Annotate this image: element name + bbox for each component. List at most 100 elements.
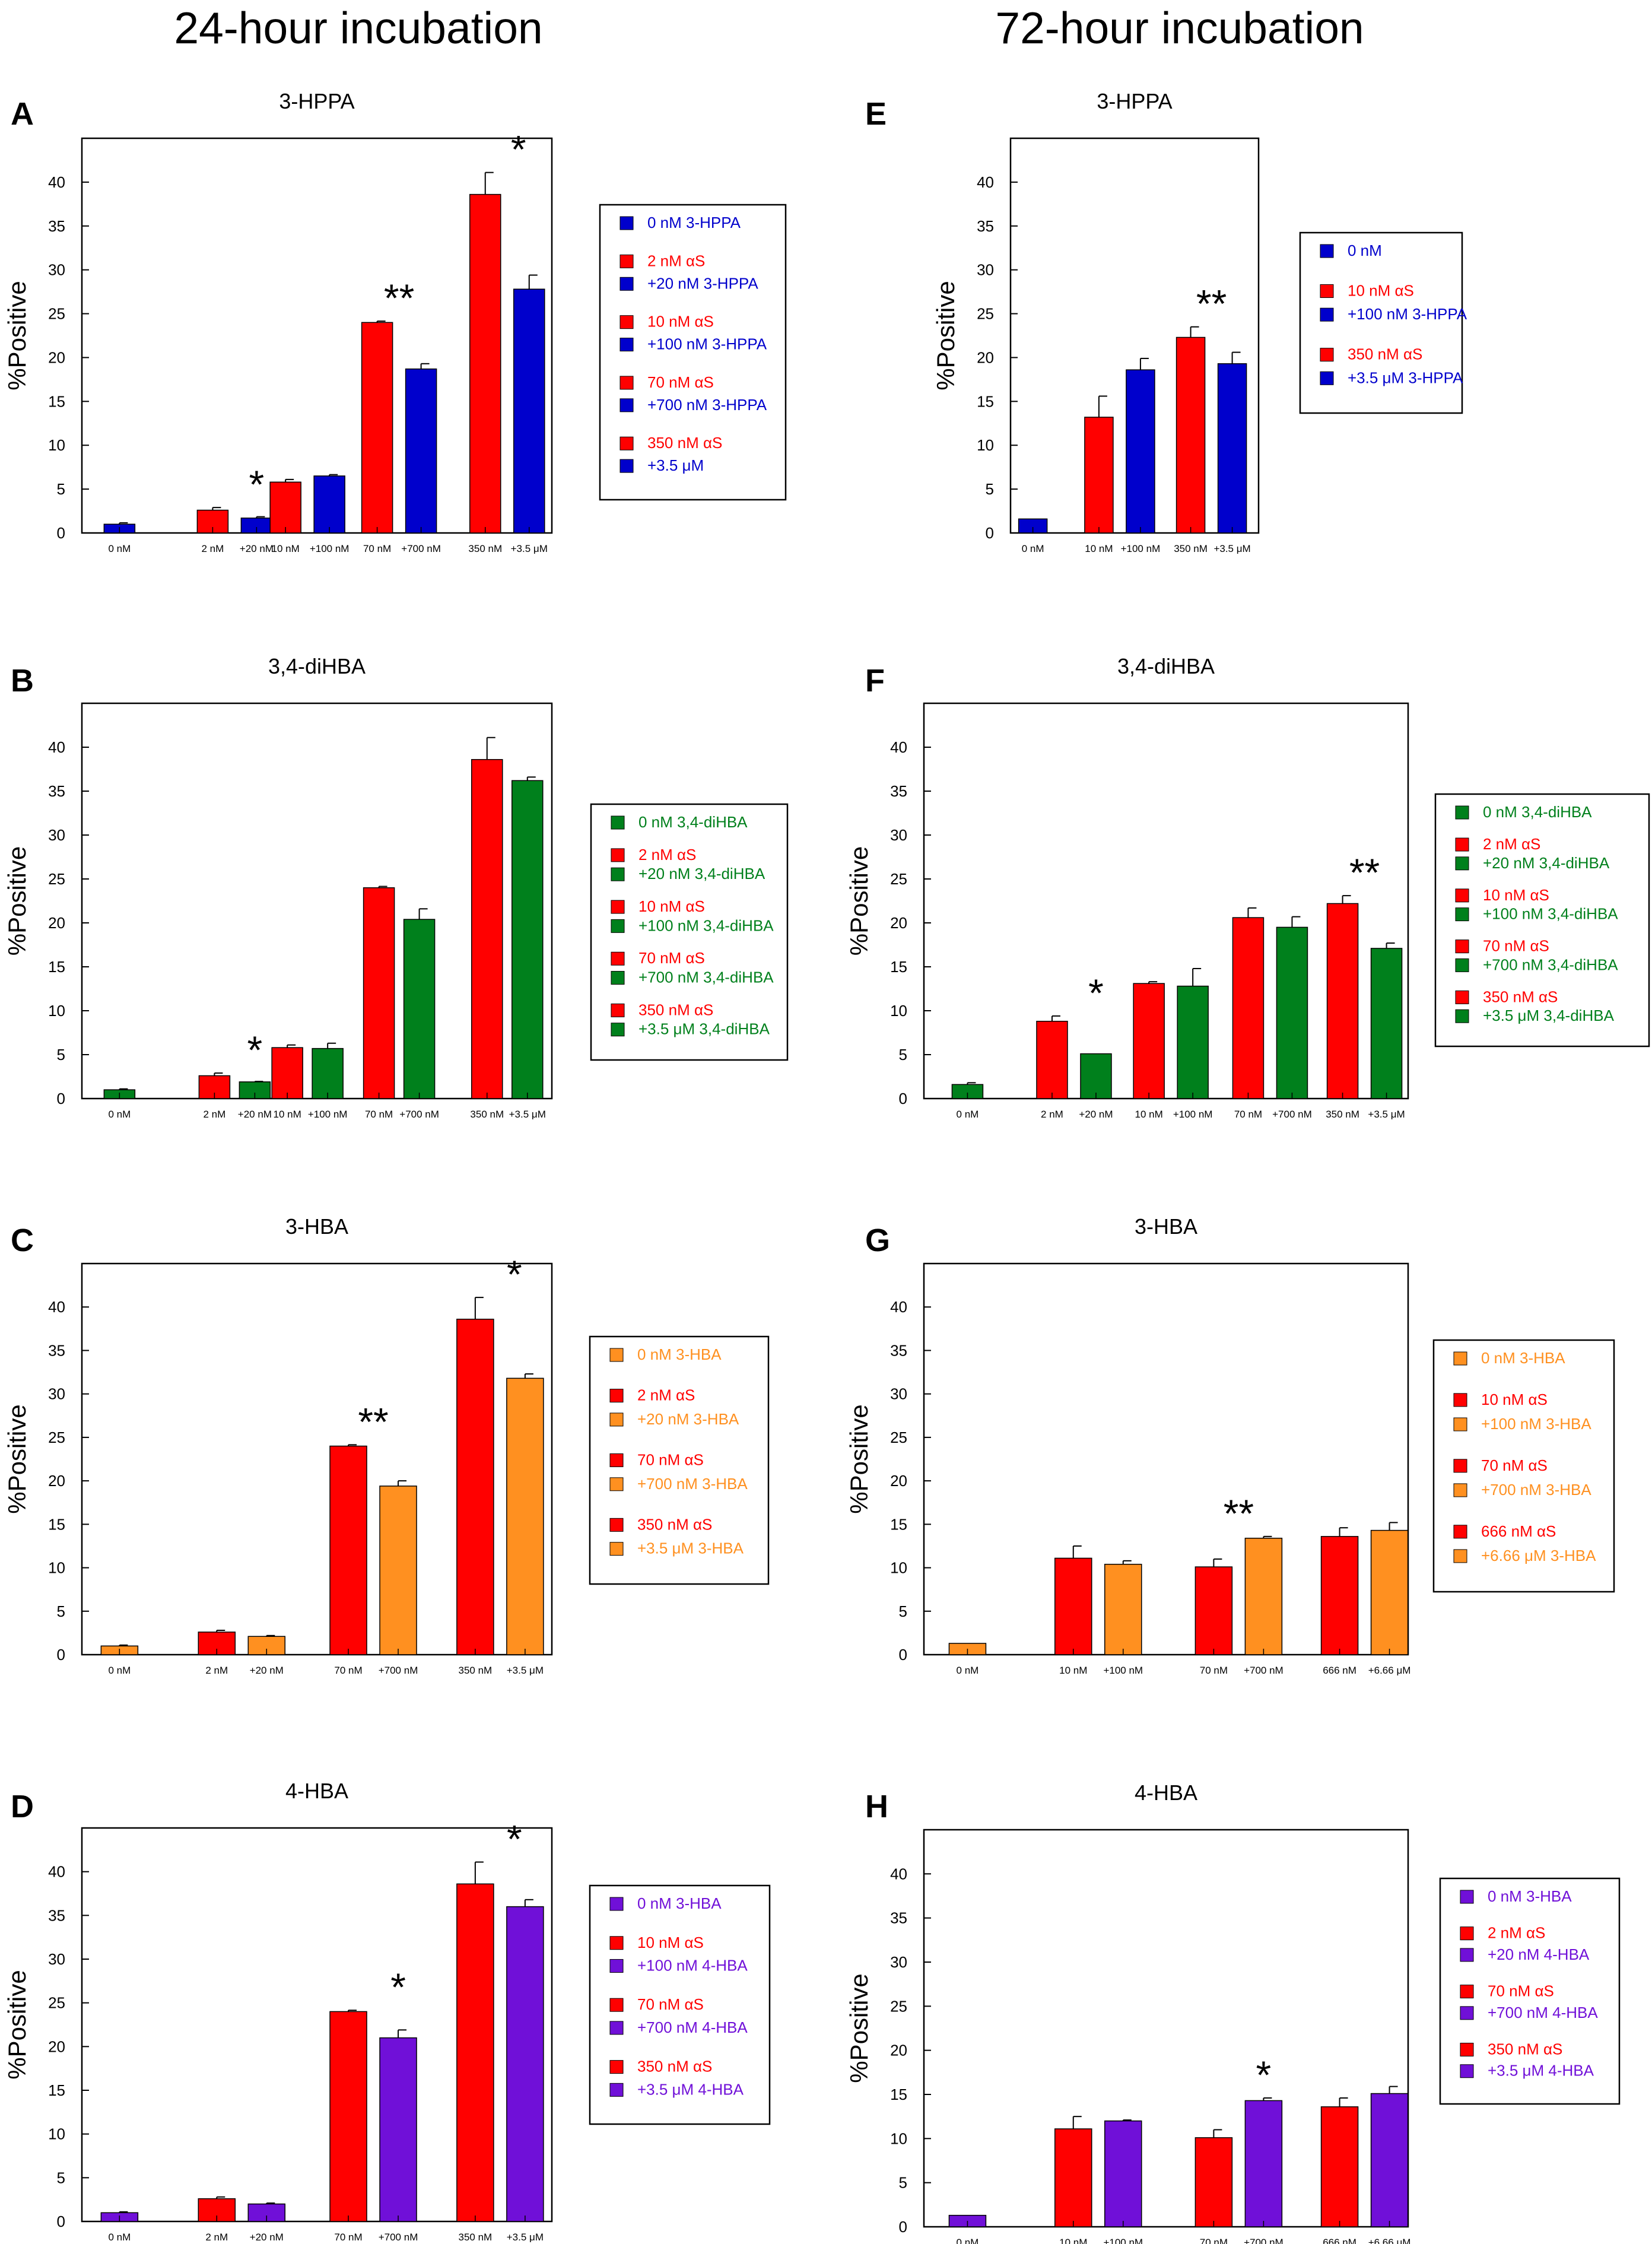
plot-frame [923,1262,1409,1656]
significance-marker: * [390,1965,406,2009]
legend-swatch [611,1023,625,1037]
legend-swatch [1460,1926,1474,1941]
y-tick-label: 40 [48,1863,65,1881]
legend-label: +20 nM 3-HBA [637,1410,739,1428]
x-tick-label: 350 nM [1174,543,1208,554]
bar [469,193,501,534]
y-tick-label: 10 [48,436,65,454]
x-tick-label: +700 nM [379,1665,418,1676]
x-tick-label: 0 nM [108,1665,131,1676]
x-tick-label: +3.5 μM [1368,1109,1405,1120]
legend-label: +6.66 μM 3-HBA [1481,1547,1596,1564]
legend-swatch [609,1389,624,1403]
legend-label: 350 nM αS [1348,345,1422,363]
legend-label: +700 nM 4-HBA [1488,2004,1598,2021]
x-tick-label: +700 nM [1244,1665,1284,1676]
y-tick-label: 5 [899,1602,907,1620]
column-title-24h: 24-hour incubation [174,3,543,53]
y-tick-label: 10 [890,2129,907,2147]
legend-swatch [620,277,634,291]
plot-frame [81,1827,553,2223]
panel-letter: A [11,96,34,132]
y-tick-label: 35 [890,1341,907,1359]
bar [1217,363,1247,534]
legend-swatch [1455,940,1469,954]
legend-swatch [1453,1483,1467,1497]
y-tick-label: 30 [890,1385,907,1403]
y-tick-label: 20 [48,348,65,366]
bar [405,368,437,534]
legend-swatch [609,2083,624,2097]
legend-swatch [1453,1459,1467,1473]
y-tick-label: 20 [48,914,65,932]
y-axis-label: %Positive [3,281,31,390]
significance-marker: * [1256,2053,1272,2097]
chart-title: 3-HBA [285,1214,348,1239]
legend-label: 0 nM [1348,242,1382,259]
y-tick-label: 20 [890,914,907,932]
y-tick-label: 40 [977,173,994,191]
legend-swatch [609,1413,624,1427]
significance-marker: ** [384,276,414,320]
x-tick-label: 350 nM [470,1109,504,1120]
x-tick-label: 2 nM [202,543,224,554]
x-tick-label: 0 nM [108,543,131,554]
chart-panel-c: C 3-HBA %Positive 0 5 10 15 20 25 30 35 40 0 nM 2 nM +… [3,1214,770,1676]
legend-label: +3.5 μM 3-HPPA [1348,369,1463,386]
bar [1104,1563,1142,1655]
legend-swatch [1460,1948,1474,1962]
chart-title: 4-HBA [1135,1780,1197,1805]
y-tick-label: 5 [899,2174,907,2192]
legend-label: +3.5 μM 4-HBA [1488,2062,1594,2080]
panel-letter: E [865,96,887,132]
y-tick-label: 15 [890,958,907,976]
y-tick-label: 35 [48,1341,65,1359]
x-tick-label: 350 nM [1326,1109,1359,1120]
bar [506,1377,544,1655]
legend-label: +100 nM 4-HBA [637,1956,748,1974]
x-tick-label: 70 nM [1200,1665,1228,1676]
y-tick-label: 30 [48,1385,65,1403]
y-axis-label: %Positive [845,1404,873,1513]
bar [271,1047,303,1099]
y-tick-label: 25 [890,1997,907,2015]
legend-swatch [1320,348,1334,362]
x-tick-label: 2 nM [1041,1109,1063,1120]
legend-label: 10 nM αS [647,313,714,331]
bar [1054,2128,1092,2227]
legend-label: +700 nM 4-HBA [637,2018,748,2036]
legend-label: +100 nM 3,4-diHBA [638,916,774,934]
bar [1177,985,1209,1099]
y-axis-label: %Positive [845,1973,873,2083]
y-tick-label: 0 [57,524,65,542]
y-tick-label: 30 [890,826,907,844]
bar [1370,1529,1409,1655]
legend-swatch [1455,1009,1469,1023]
x-tick-label: 10 nM [1135,1109,1163,1120]
x-tick-label: 0 nM [957,2237,979,2244]
legend-swatch [611,848,625,862]
legend-label: 350 nM αS [1488,2040,1562,2058]
legend-swatch [620,338,634,352]
x-tick-label: 10 nM [274,1109,301,1120]
x-tick-label: +100 nM [308,1109,348,1120]
plot-frame [923,1829,1409,2228]
chart-title: 3,4-diHBA [268,654,366,678]
chart-panel-f: F 3,4-diHBA %Positive 0 5 10 15 20 25 30 35 40 0 nM 2… [845,654,1650,1120]
bar [1194,2137,1233,2227]
chart-panel-g: G 3-HBA %Positive 0 5 10 15 20 25 30 35 40 0 nM 10 nM… [845,1214,1615,1676]
y-tick-label: 0 [986,524,994,542]
x-tick-label: +100 nM [1121,543,1161,554]
legend-swatch [611,951,625,966]
legend-swatch [611,1003,625,1017]
bar [456,1883,494,2222]
legend-label: +700 nM 3-HPPA [647,396,767,414]
y-tick-label: 20 [890,2042,907,2059]
x-tick-label: +3.5 μM [1213,543,1250,554]
y-tick-label: 15 [48,2081,65,2099]
y-tick-label: 40 [890,1298,907,1316]
y-tick-label: 15 [890,1515,907,1533]
legend-swatch [1455,805,1469,820]
bar [379,2037,417,2222]
legend-swatch [609,2021,624,2035]
